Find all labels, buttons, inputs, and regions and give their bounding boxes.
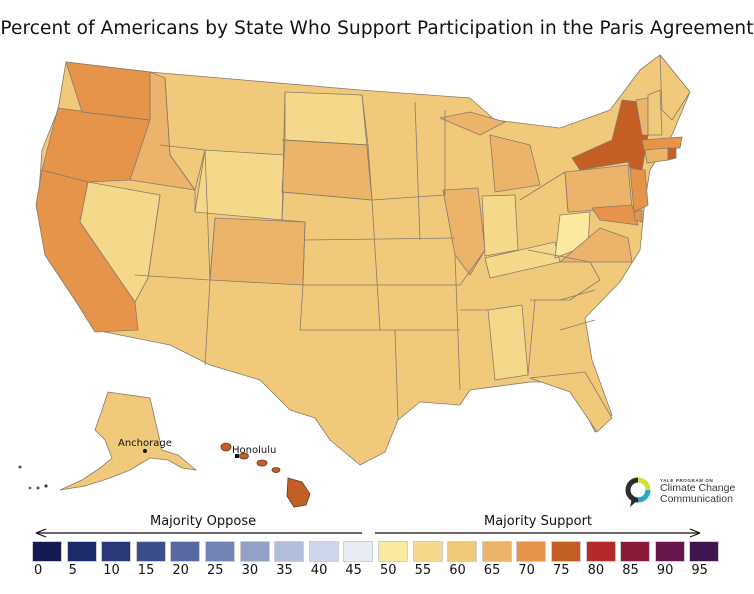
legend-swatch (654, 541, 685, 562)
state-nevada (79, 181, 161, 303)
state-connecticut (644, 147, 669, 164)
state-wyoming (194, 149, 286, 221)
anchorage-label: Anchorage (118, 438, 172, 449)
legend-tick-label: 80 (587, 563, 605, 578)
state-pennsylvania (564, 164, 633, 213)
legend-tick-label: 75 (553, 563, 570, 578)
state-alabama (487, 304, 529, 381)
legend-swatch (481, 541, 512, 562)
legend-swatch (412, 541, 443, 562)
legend-swatch (135, 541, 166, 562)
state-south-dakota (281, 139, 373, 201)
legend-tick-label: 85 (622, 563, 639, 578)
state-michigan-upper (439, 111, 506, 136)
legend-swatch (101, 541, 132, 562)
legend-tick-label: 15 (137, 563, 155, 578)
honolulu-city-marker (235, 454, 239, 458)
legend-swatch (620, 541, 651, 562)
legend-tick-label: 20 (172, 563, 189, 578)
legend-tick-label: 65 (483, 563, 501, 578)
logo-line-3: Communication (660, 493, 733, 505)
oppose-arrow-head-icon (35, 528, 47, 538)
state-colorado (209, 217, 306, 286)
logo-line-2: Climate Change (660, 482, 736, 494)
legend-swatch (308, 541, 339, 562)
legend-swatch (551, 541, 581, 562)
legend-swatch (205, 541, 235, 562)
state-hawaii (220, 442, 311, 508)
legend-tick-label: 90 (656, 563, 674, 578)
legend-tick-label: 25 (207, 563, 224, 578)
honolulu-label: Honolulu (232, 445, 277, 456)
page-title: Percent of Americans by State Who Suppor… (0, 18, 754, 39)
legend-swatch (585, 541, 616, 562)
state-delaware (633, 209, 643, 223)
legend-swatch (239, 541, 270, 562)
legend-swatch (447, 541, 478, 562)
state-illinois (442, 187, 486, 276)
state-indiana (481, 194, 519, 257)
legend-swatch (378, 541, 408, 562)
legend-tick-label: 70 (518, 563, 535, 578)
state-rhode-island (667, 147, 677, 161)
legend-tick-label: 60 (449, 563, 466, 578)
state-borders (81, 72, 601, 421)
legend-swatch (170, 541, 201, 562)
majority-support-label: Majority Support (484, 514, 593, 529)
legend-tick-label: 30 (241, 563, 259, 578)
state-north-dakota (284, 91, 369, 146)
legend-tick-label: 95 (691, 563, 708, 578)
legend-swatch (66, 541, 97, 562)
legend-tick-label: 10 (103, 563, 120, 578)
state-massachusetts (641, 136, 683, 151)
legend-swatch (516, 541, 547, 562)
majority-oppose-label: Majority Oppose (150, 514, 257, 529)
legend-tick-label: 5 (68, 563, 77, 578)
anchorage-city-marker (143, 449, 147, 453)
legend-tick-label: 0 (34, 563, 43, 578)
legend-tick-label: 55 (414, 563, 432, 578)
state-maryland (591, 204, 639, 226)
legend-arrows (35, 528, 701, 538)
state-new-hampshire (647, 89, 663, 136)
us-choropleth-map (18, 54, 691, 508)
legend-tick-label: 40 (310, 563, 328, 578)
legend-tick-label: 35 (276, 563, 293, 578)
state-maine (659, 54, 691, 121)
legend-swatch (343, 541, 374, 562)
state-alaska (18, 391, 198, 491)
logo-ring-icon (625, 477, 651, 507)
legend-tick-label: 50 (380, 563, 397, 578)
state-virginia (559, 227, 633, 263)
state-florida (529, 371, 613, 433)
state-michigan (489, 134, 541, 193)
legend-swatch (689, 541, 720, 562)
yale-climate-logo: YALE PROGRAM ON Climate Change Communica… (624, 474, 754, 514)
legend-tick-label: 45 (345, 563, 362, 578)
logo-line-1: YALE PROGRAM ON (660, 478, 714, 483)
legend-swatch (32, 541, 62, 562)
legend-swatch (274, 541, 305, 562)
support-arrow-head-icon (689, 528, 701, 538)
